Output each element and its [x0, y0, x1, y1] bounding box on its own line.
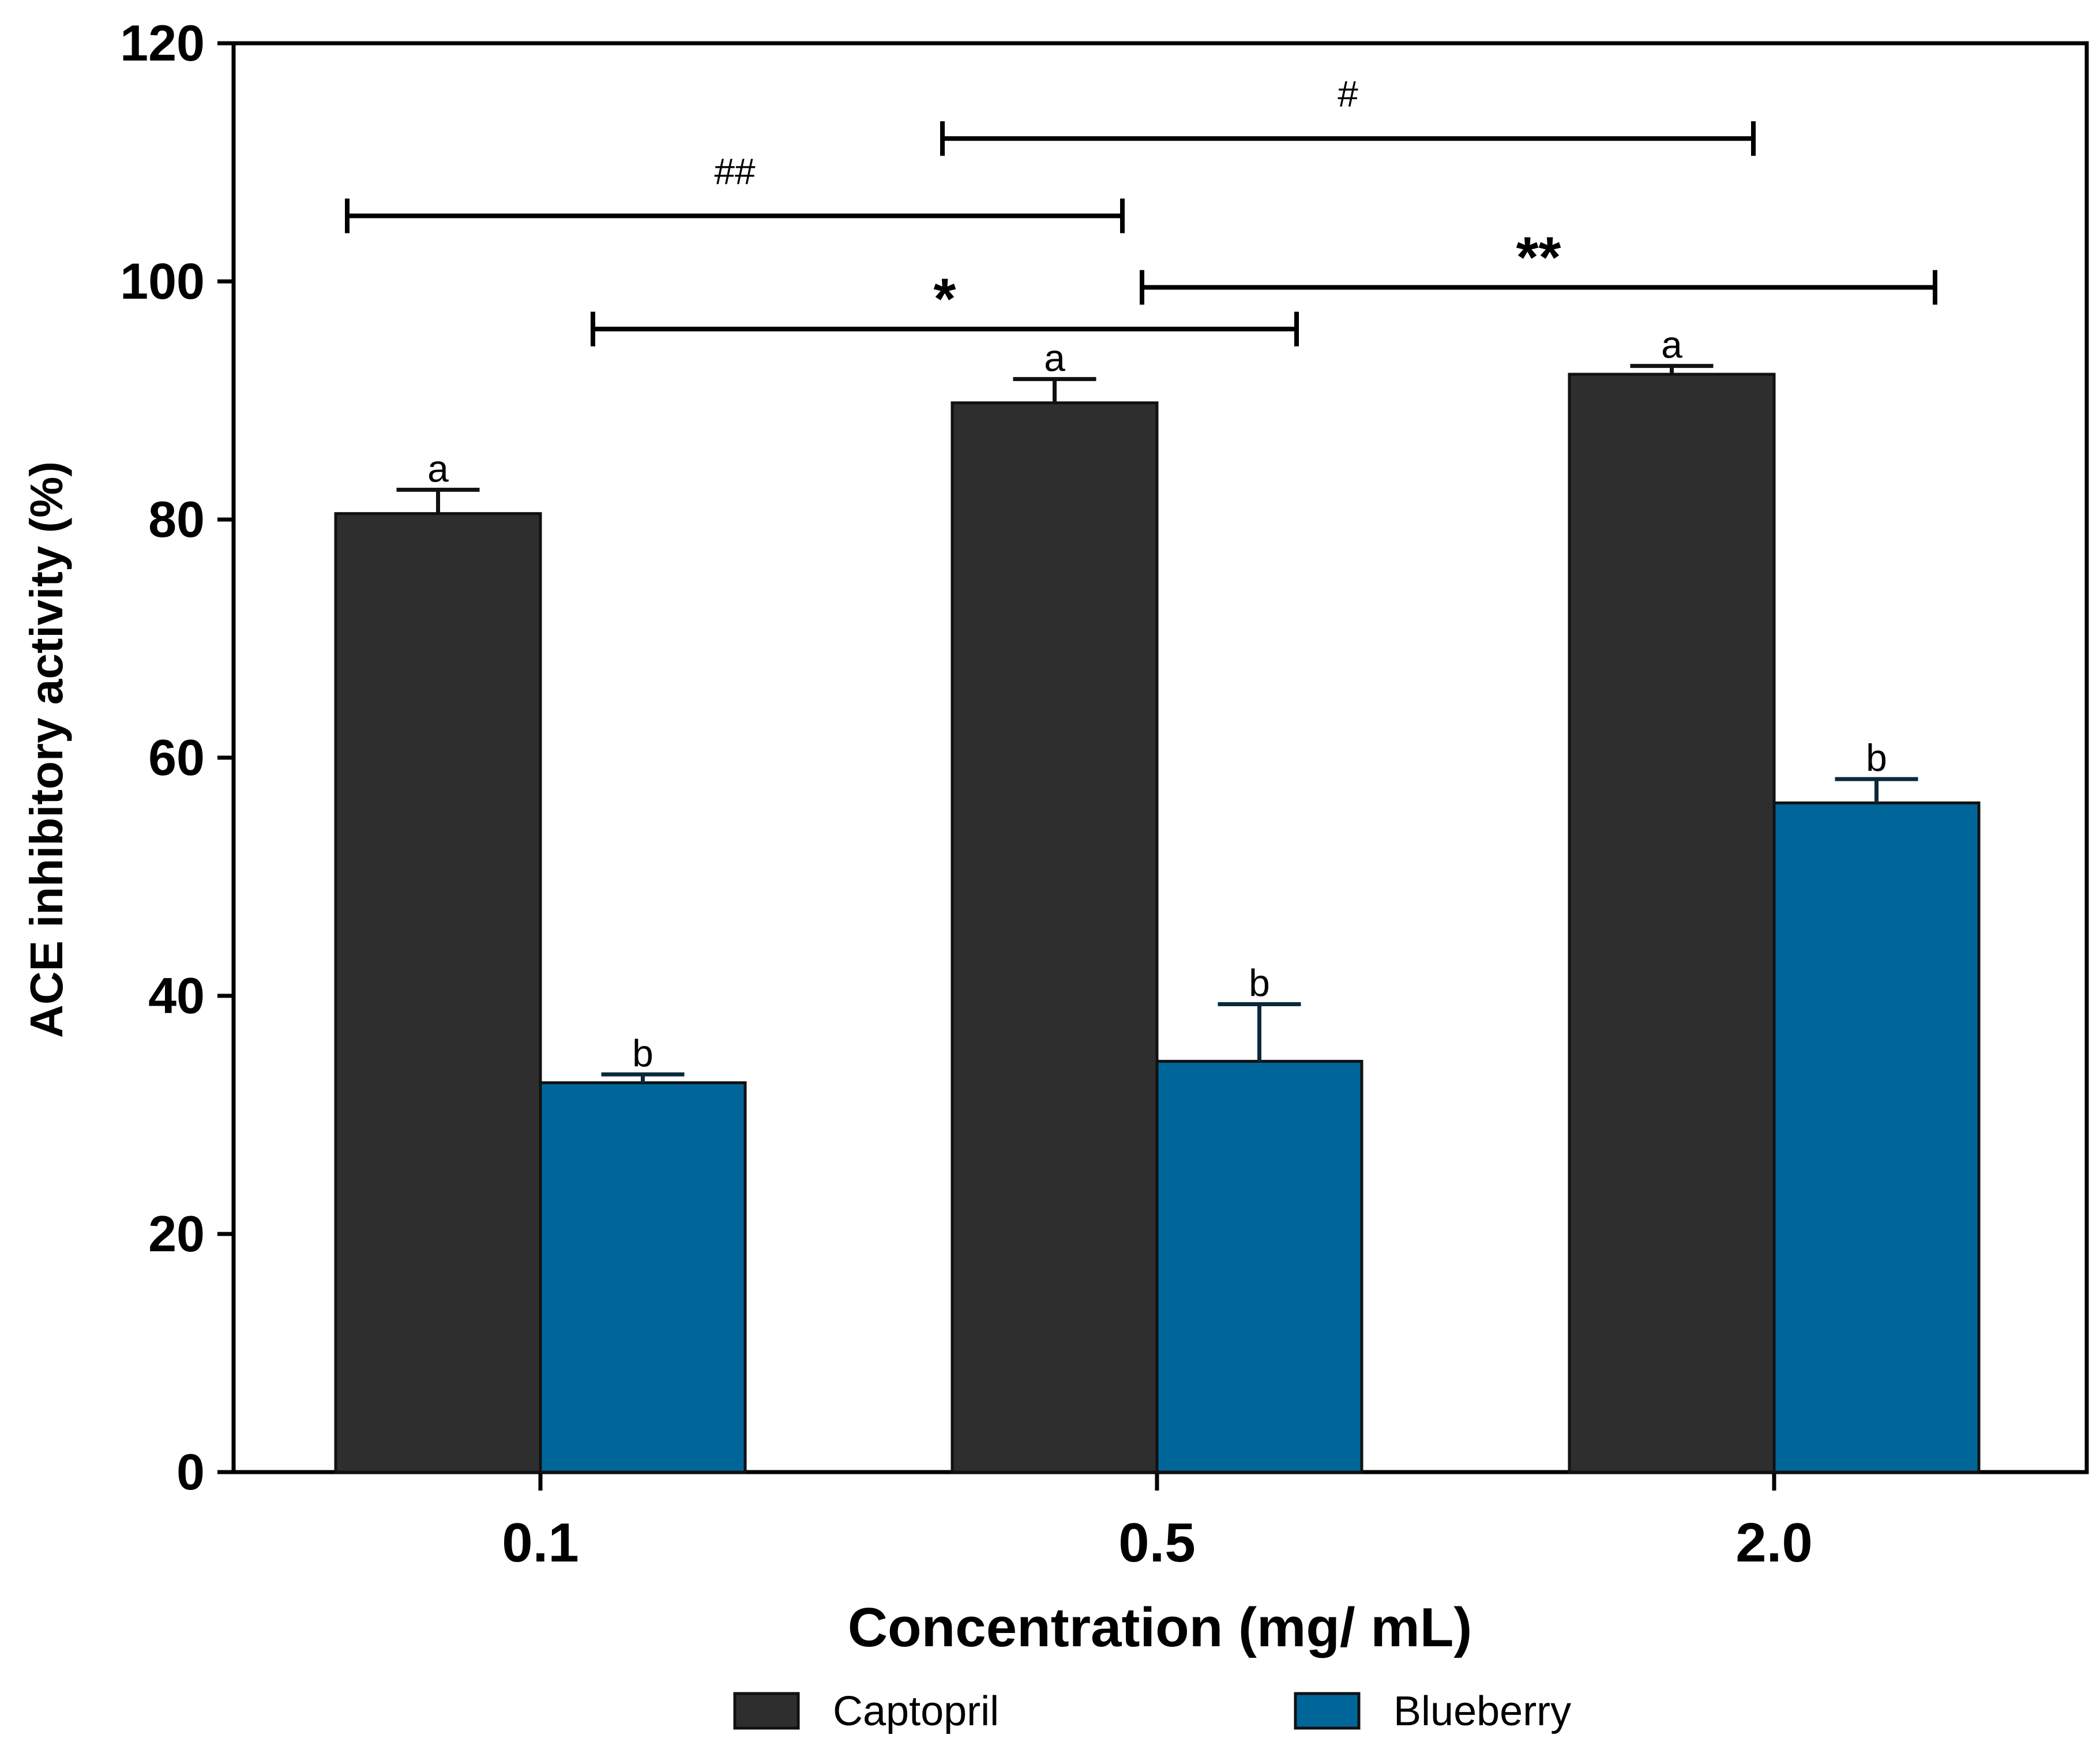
legend-label-blueberry: Blueberry — [1393, 1688, 1571, 1734]
bracket-label: ## — [714, 150, 756, 192]
bracket-label: # — [1338, 73, 1358, 115]
y-axis: 0 20 40 60 80 100 120 — [120, 14, 234, 1500]
x-tick-label: 0.1 — [502, 1512, 578, 1574]
significance-letter: b — [1249, 961, 1270, 1004]
legend-swatch-captopril — [733, 1692, 800, 1730]
comparison-brackets: ###*** — [345, 73, 1937, 347]
bar-captopril-0.1 — [334, 512, 542, 1474]
legend: Captopril Blueberry — [733, 1688, 1571, 1734]
y-tick-label: 20 — [148, 1205, 205, 1262]
significance-letter: b — [1866, 736, 1887, 779]
bar-blueberry-0.1 — [539, 1081, 747, 1474]
y-tick-label: 0 — [176, 1443, 205, 1500]
x-axis: 0.1 0.5 2.0 — [502, 1472, 1813, 1574]
y-tick-label: 120 — [120, 14, 205, 72]
significance-letter: a — [1044, 336, 1065, 379]
bar-blueberry-2.0 — [1772, 801, 1981, 1474]
significance-letter: a — [427, 447, 449, 490]
significance-letter: a — [1661, 323, 1682, 366]
bar-captopril-2.0 — [1568, 372, 1776, 1474]
x-axis-label: Concentration (mg/ mL) — [848, 1597, 1472, 1658]
error-bars — [396, 364, 1918, 1083]
bars — [334, 372, 1981, 1474]
y-axis-label: ACE inhibitory activity (%) — [21, 461, 72, 1038]
legend-label-captopril: Captopril — [833, 1688, 999, 1734]
y-tick-label: 100 — [120, 253, 205, 310]
x-tick-label: 0.5 — [1118, 1512, 1195, 1574]
legend-swatch-blueberry — [1294, 1692, 1361, 1730]
significance-letters: a a a b b b — [427, 323, 1887, 1075]
significance-letter: b — [632, 1032, 653, 1074]
bracket-label: ** — [1516, 225, 1561, 289]
y-tick-label: 80 — [148, 491, 205, 548]
y-tick-label: 40 — [148, 967, 205, 1024]
y-tick-label: 60 — [148, 729, 205, 786]
bar-blueberry-0.5 — [1155, 1060, 1363, 1474]
bracket-label: * — [934, 267, 956, 332]
x-tick-label: 2.0 — [1735, 1512, 1812, 1574]
bar-captopril-0.5 — [951, 401, 1159, 1474]
